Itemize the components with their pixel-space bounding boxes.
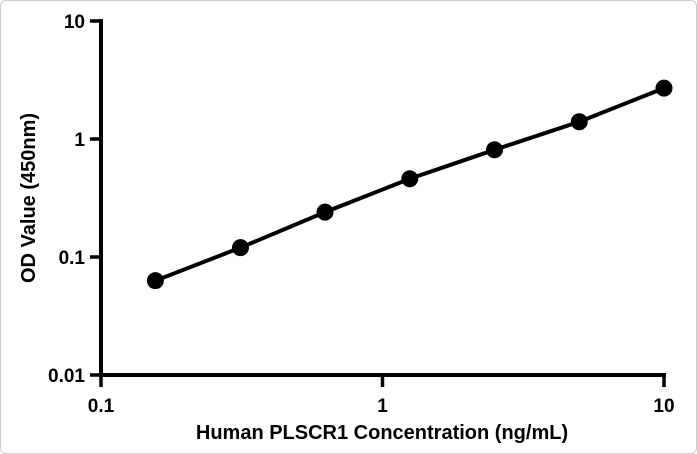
x-tick-label: 10 <box>653 396 674 417</box>
y-tick-label: 10 <box>64 12 85 33</box>
data-point-marker <box>401 170 419 188</box>
data-point-marker <box>316 203 334 221</box>
y-tick-label: 0.01 <box>48 366 85 387</box>
data-point-marker <box>655 79 673 97</box>
data-point-marker <box>146 272 164 290</box>
data-point-marker <box>570 113 588 131</box>
data-point-marker <box>486 141 504 159</box>
x-axis-title: Human PLSCR1 Concentration (ng/mL) <box>196 422 568 444</box>
y-tick-label: 1 <box>74 130 85 151</box>
data-point-marker <box>231 239 249 257</box>
y-axis-title: OD Value (450nm) <box>18 113 40 283</box>
x-tick-label: 0.1 <box>88 396 115 417</box>
x-tick-label: 1 <box>377 396 388 417</box>
y-tick-label: 0.1 <box>59 248 86 269</box>
